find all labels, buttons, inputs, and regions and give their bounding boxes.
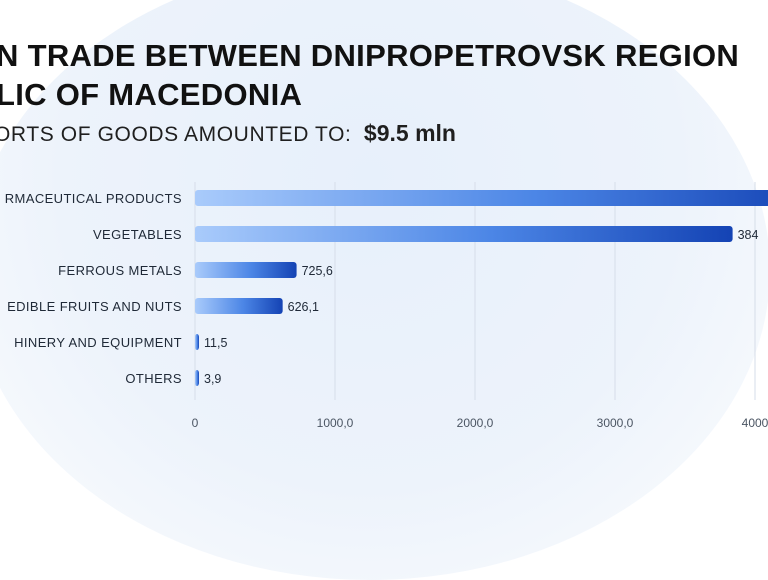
bar <box>195 298 283 314</box>
x-tick-label: 4000 <box>742 416 768 430</box>
bar <box>195 190 768 206</box>
category-label: FERROUS METALS <box>58 263 182 278</box>
category-label: HINERY AND EQUIPMENT <box>14 335 182 350</box>
export-amount: $9.5 mln <box>363 120 456 146</box>
x-tick-label: 1000,0 <box>317 416 354 430</box>
category-label: OTHERS <box>125 371 182 386</box>
bar <box>195 370 199 386</box>
category-label: VEGETABLES <box>93 227 182 242</box>
value-label: 725,6 <box>302 264 333 278</box>
bar <box>195 334 199 350</box>
category-label: RMACEUTICAL PRODUCTS <box>5 191 182 206</box>
x-tick-label: 3000,0 <box>597 416 634 430</box>
ticks-layer: 0 1000,0 2000,0 3000,0 4000 <box>192 416 768 430</box>
bars-layer <box>195 190 768 386</box>
x-tick-label: 0 <box>192 416 199 430</box>
category-label: EDIBLE FRUITS AND NUTS <box>7 299 182 314</box>
chart-title: N TRADE BETWEEN DNIPROPETROVSK REGION LI… <box>0 38 740 112</box>
bar <box>195 226 733 242</box>
bar <box>195 262 297 278</box>
chart-subtitle: ORTS OF GOODS AMOUNTED TO: $9.5 mln <box>0 120 456 147</box>
value-label: 626,1 <box>288 300 319 314</box>
labels-layer: RMACEUTICAL PRODUCTS VEGETABLES 384 FERROUS… <box>5 191 759 386</box>
value-label: 384 <box>738 228 759 242</box>
subtitle-text: ORTS OF GOODS AMOUNTED TO: <box>0 123 352 146</box>
x-tick-label: 2000,0 <box>457 416 494 430</box>
bar-chart: RMACEUTICAL PRODUCTS VEGETABLES 384 FERROUS… <box>5 182 768 430</box>
value-label: 11,5 <box>204 336 227 350</box>
value-label: 3,9 <box>204 372 221 386</box>
grid-layer <box>194 182 756 400</box>
